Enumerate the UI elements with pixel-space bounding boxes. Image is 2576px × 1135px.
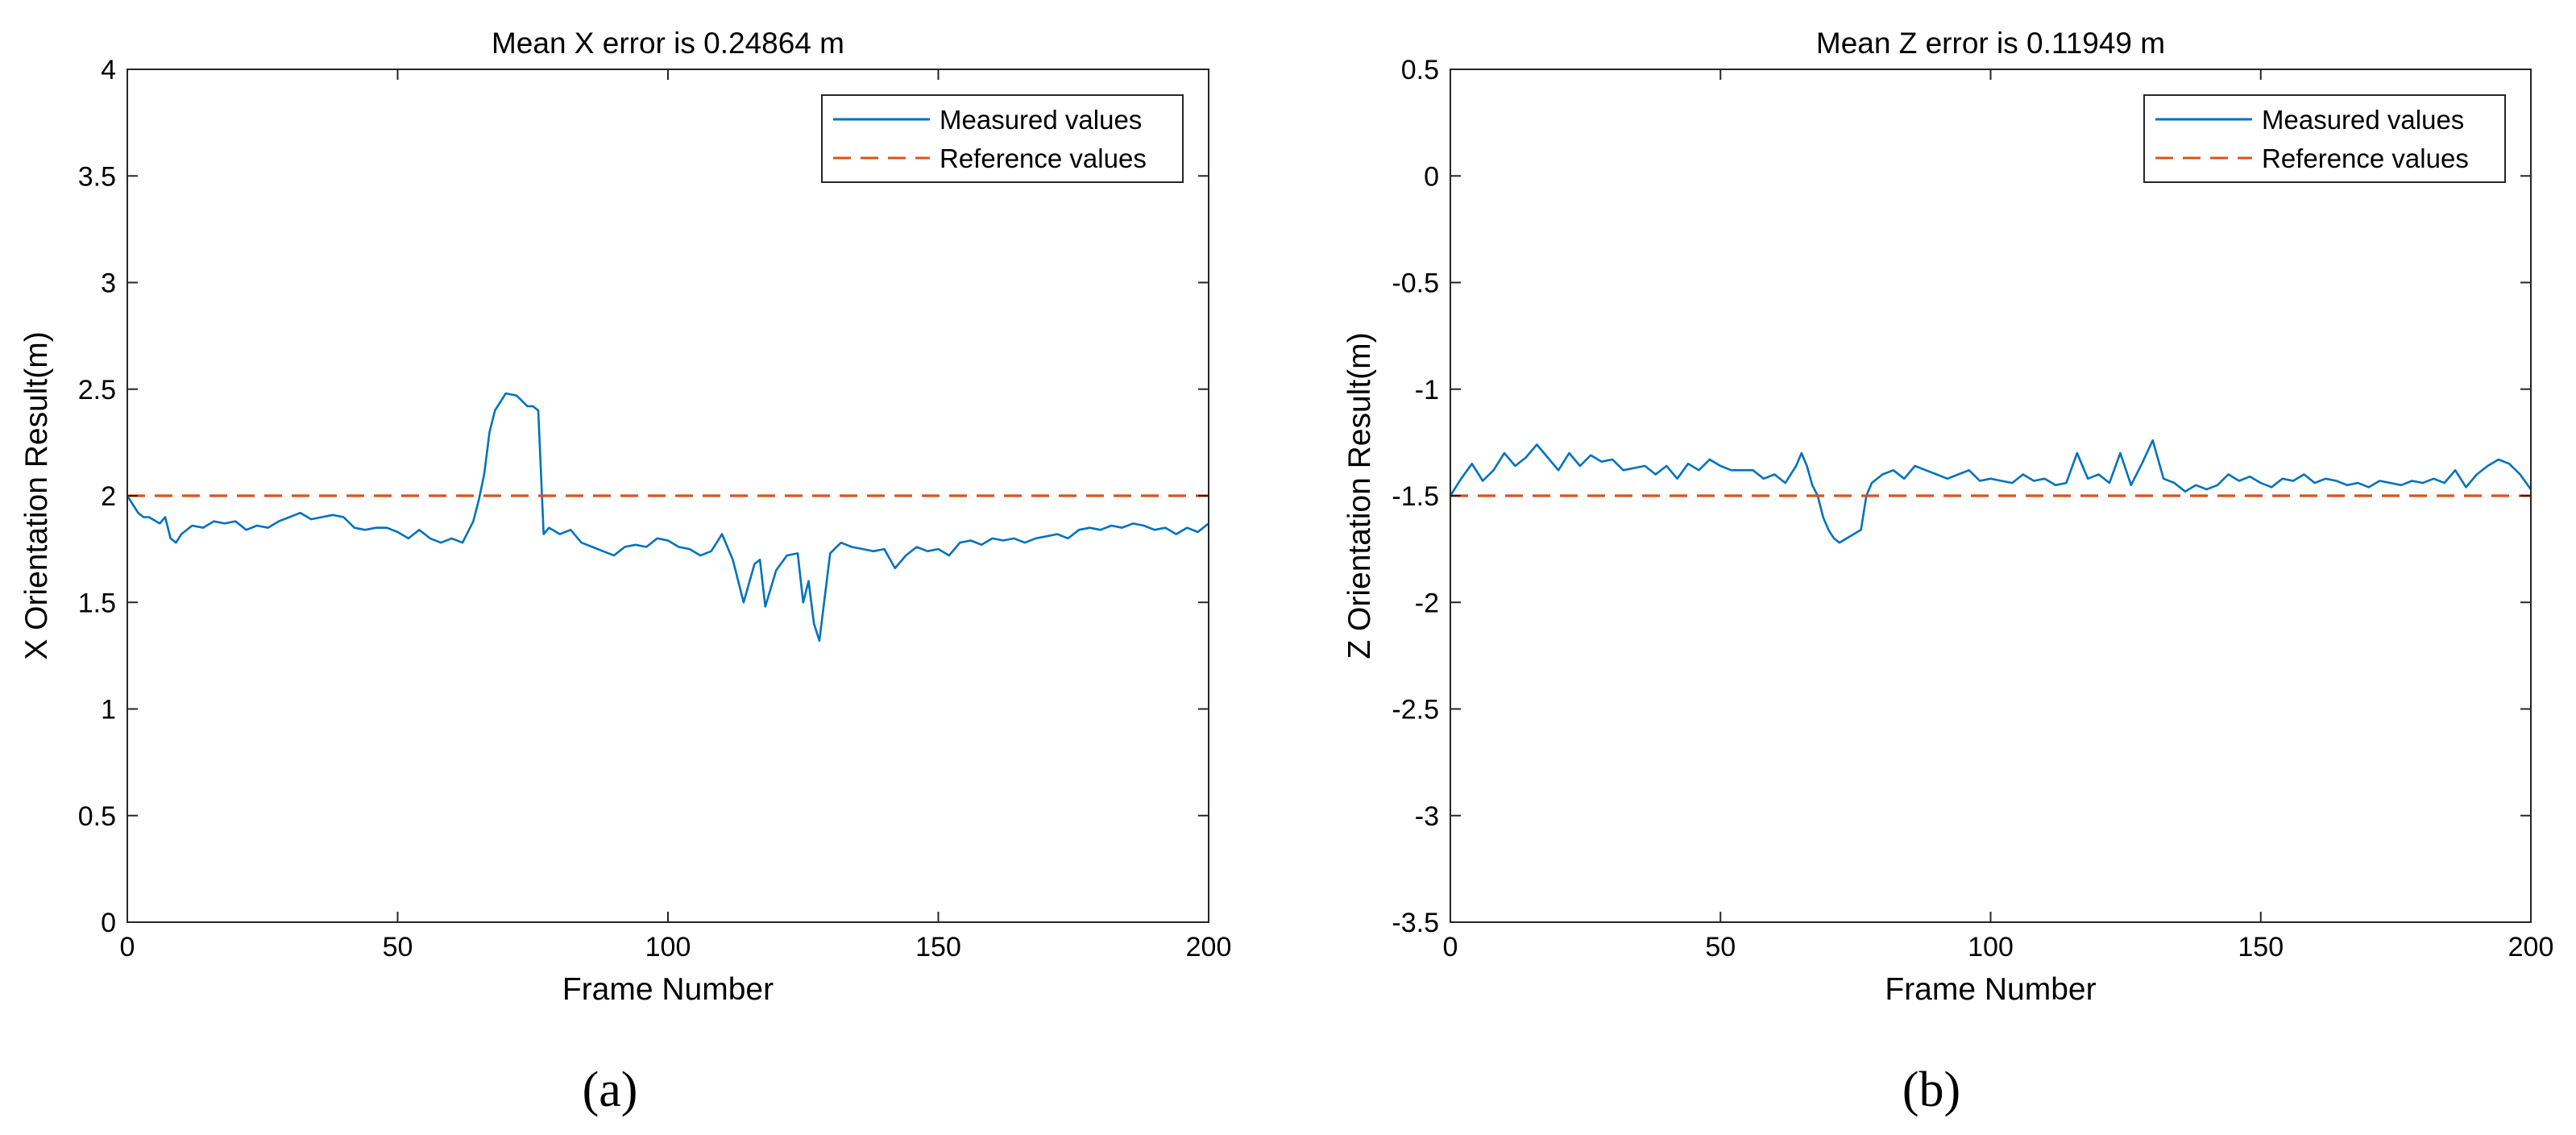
legend-box bbox=[821, 94, 1184, 183]
x-tick-label: 200 bbox=[2508, 932, 2554, 962]
series-line-measured bbox=[126, 392, 1209, 642]
chart-panel-b: 0 50 100 150 200 -3.5 -3 -2.5 -2 -1.5 -1 -0.5 0 0.5 Me… bbox=[1342, 27, 2553, 1117]
legend-label: Measured values bbox=[2262, 105, 2464, 135]
legend-label: Measured values bbox=[940, 105, 1142, 135]
legend-label: Reference values bbox=[2262, 143, 2469, 173]
y-tick-label: 1 bbox=[101, 695, 116, 725]
x-tick-label: 0 bbox=[1443, 932, 1458, 962]
x-tick-label: 0 bbox=[120, 932, 135, 962]
y-tick-label: -3.5 bbox=[1392, 908, 1439, 938]
y-tick-label: -3 bbox=[1415, 801, 1439, 832]
x-tick-label: 100 bbox=[645, 932, 691, 962]
y-tick-label: 3 bbox=[101, 268, 116, 299]
y-tick-label: 0.5 bbox=[1401, 55, 1439, 85]
y-tick-label: 1.5 bbox=[78, 588, 116, 618]
y-tick-label: 2 bbox=[101, 481, 116, 512]
x-tick-label: 150 bbox=[2238, 932, 2284, 962]
chart-title: Mean X error is 0.24864 m bbox=[492, 27, 844, 60]
y-tick-label: 0 bbox=[1424, 161, 1439, 192]
y-tick-label: -1.5 bbox=[1392, 481, 1439, 512]
x-axis-label: Frame Number bbox=[562, 972, 774, 1007]
y-tick-label: -0.5 bbox=[1392, 268, 1439, 299]
y-axis-label: X Orientation Result(m) bbox=[19, 331, 54, 659]
y-tick-label: -2 bbox=[1415, 588, 1439, 618]
chart-panel-a: 0 50 100 150 200 0 0.5 1 1.5 2 2.5 3 3.5 4 Mean X erro… bbox=[19, 27, 1231, 1117]
x-axis-label: Frame Number bbox=[1885, 972, 2096, 1007]
series-line-measured bbox=[1449, 439, 2532, 544]
panel-label: (b) bbox=[1902, 1062, 1960, 1117]
x-tick-label: 50 bbox=[1705, 932, 1736, 962]
chart-title: Mean Z error is 0.11949 m bbox=[1816, 27, 2165, 60]
y-tick-label: -2.5 bbox=[1392, 695, 1439, 725]
panel-label: (a) bbox=[583, 1062, 638, 1117]
legend-box bbox=[2143, 94, 2506, 183]
y-tick-label: 3.5 bbox=[78, 161, 116, 192]
y-axis-label: Z Orientation Result(m) bbox=[1342, 332, 1377, 659]
x-tick-label: 50 bbox=[383, 932, 413, 962]
x-tick-label: 150 bbox=[915, 932, 961, 962]
x-tick-label: 100 bbox=[1968, 932, 2014, 962]
y-tick-label: -1 bbox=[1415, 375, 1439, 405]
x-tick-label: 200 bbox=[1186, 932, 1232, 962]
y-tick-label: 2.5 bbox=[78, 375, 116, 405]
y-tick-label: 0.5 bbox=[78, 801, 116, 832]
y-tick-label: 4 bbox=[101, 55, 116, 85]
y-tick-label: 0 bbox=[101, 908, 116, 938]
legend-label: Reference values bbox=[940, 143, 1147, 173]
